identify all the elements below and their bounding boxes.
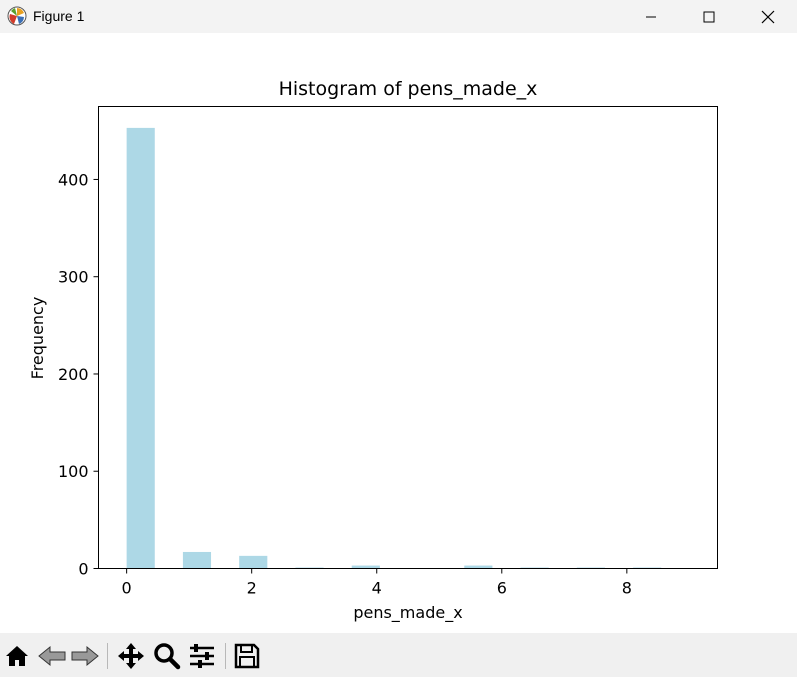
chart-title: Histogram of pens_made_x [279, 78, 538, 100]
home-button[interactable] [2, 641, 32, 671]
zoom-button[interactable] [152, 641, 182, 671]
pan-button[interactable] [116, 641, 146, 671]
close-icon [761, 10, 775, 23]
back-button[interactable] [37, 641, 67, 671]
close-button[interactable] [739, 0, 797, 33]
window-titlebar: Figure 1 [0, 0, 797, 33]
y-tick-label: 100 [58, 462, 89, 481]
navigation-toolbar [0, 633, 797, 677]
save-button[interactable] [232, 641, 262, 671]
histogram-bar [126, 127, 155, 569]
configure-subplots-icon [190, 644, 214, 668]
x-tick-label: 0 [122, 579, 132, 598]
window-title: Figure 1 [33, 8, 85, 24]
y-tick-label: 200 [58, 365, 89, 384]
back-arrow-icon [38, 645, 66, 667]
save-icon [234, 643, 260, 669]
y-tick-label: 300 [58, 268, 89, 287]
forward-button[interactable] [70, 641, 100, 671]
zoom-icon [154, 643, 181, 670]
matplotlib-icon [7, 6, 27, 26]
histogram-bar [239, 555, 268, 569]
histogram-bar [351, 565, 380, 569]
home-icon [6, 646, 28, 666]
x-tick-label: 2 [247, 579, 257, 598]
histogram-chart: Histogram of pens_made_x 0 2 4 6 8 0 100 200 30… [28, 78, 718, 623]
x-axis-label: pens_made_x [353, 603, 462, 623]
histogram-bar [464, 565, 493, 569]
y-tick-label: 400 [58, 170, 89, 189]
y-axis-label: Frequency [28, 297, 47, 380]
x-tick-label: 4 [372, 579, 382, 598]
toolbar-separator [225, 643, 226, 669]
forward-arrow-icon [71, 645, 99, 667]
x-tick-label: 8 [622, 579, 632, 598]
y-tick-label: 0 [78, 560, 88, 579]
plot-frame [98, 106, 718, 569]
maximize-button[interactable] [680, 0, 738, 33]
histogram-bar [182, 551, 212, 569]
pan-icon [118, 643, 144, 669]
figure-canvas[interactable]: Histogram of pens_made_x 0 2 4 6 8 0 100 200 30… [0, 33, 797, 633]
minimize-button[interactable] [622, 0, 680, 33]
maximize-icon [703, 11, 715, 22]
toolbar-separator [107, 643, 108, 669]
minimize-icon [646, 16, 656, 17]
x-tick-label: 6 [497, 579, 507, 598]
configure-subplots-button[interactable] [187, 641, 217, 671]
